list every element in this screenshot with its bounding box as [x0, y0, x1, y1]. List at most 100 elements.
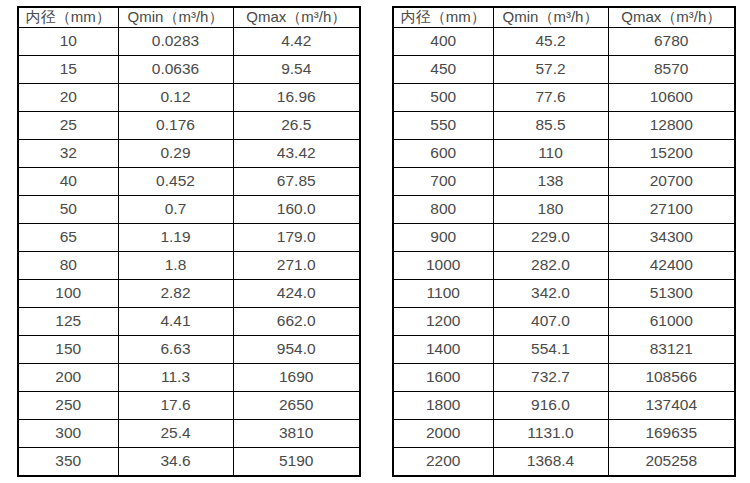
table-cell: 16.96 [233, 83, 360, 111]
column-header-qmax: Qmax（m³/h） [608, 7, 735, 28]
column-header-diameter: 内径（mm） [18, 7, 118, 28]
table-cell: 25 [18, 111, 118, 139]
table-row: 400.45267.85 [18, 167, 360, 195]
table-row: 50077.610600 [393, 83, 735, 111]
table-row: 1800916.0137404 [393, 391, 735, 419]
table-cell: 550 [393, 111, 493, 139]
table-row: 1002.82424.0 [18, 279, 360, 307]
table-cell: 51300 [608, 279, 735, 307]
diameter-flow-table-small: 内径（mm） Qmin（m³/h） Qmax（m³/h） 100.02834.4… [17, 6, 361, 477]
table-row: 55085.512800 [393, 111, 735, 139]
table-cell: 700 [393, 167, 493, 195]
table-cell: 67.85 [233, 167, 360, 195]
table-row: 651.19179.0 [18, 223, 360, 251]
table-cell: 9.54 [233, 55, 360, 83]
table-cell: 1100 [393, 279, 493, 307]
table-row: 250.17626.5 [18, 111, 360, 139]
table-cell: 27100 [608, 195, 735, 223]
table-cell: 2.82 [118, 279, 233, 307]
table-cell: 0.29 [118, 139, 233, 167]
table-header-row: 内径（mm） Qmin（m³/h） Qmax（m³/h） [18, 7, 360, 28]
table-cell: 6.63 [118, 335, 233, 363]
table-row: 35034.65190 [18, 447, 360, 476]
table-cell: 83121 [608, 335, 735, 363]
column-header-qmax: Qmax（m³/h） [233, 7, 360, 28]
table-cell: 407.0 [493, 307, 608, 335]
table-cell: 250 [18, 391, 118, 419]
table-row: 80018027100 [393, 195, 735, 223]
table-row: 45057.28570 [393, 55, 735, 83]
table-cell: 732.7 [493, 363, 608, 391]
table-row: 1000282.042400 [393, 251, 735, 279]
table-cell: 50 [18, 195, 118, 223]
column-header-diameter: 内径（mm） [393, 7, 493, 28]
table-cell: 138 [493, 167, 608, 195]
table-cell: 0.0283 [118, 28, 233, 56]
table-cell: 1200 [393, 307, 493, 335]
table-cell: 15200 [608, 139, 735, 167]
table-cell: 12800 [608, 111, 735, 139]
table-cell: 1400 [393, 335, 493, 363]
table-row: 500.7160.0 [18, 195, 360, 223]
table-cell: 1.19 [118, 223, 233, 251]
table-cell: 500 [393, 83, 493, 111]
table-cell: 42400 [608, 251, 735, 279]
table-cell: 2000 [393, 419, 493, 447]
table-cell: 424.0 [233, 279, 360, 307]
table-row: 1400554.183121 [393, 335, 735, 363]
table-cell: 1690 [233, 363, 360, 391]
table-row: 25017.62650 [18, 391, 360, 419]
table-cell: 34300 [608, 223, 735, 251]
table-cell: 954.0 [233, 335, 360, 363]
table-cell: 900 [393, 223, 493, 251]
table-cell: 77.6 [493, 83, 608, 111]
table-cell: 108566 [608, 363, 735, 391]
table-row: 70013820700 [393, 167, 735, 195]
table-cell: 110 [493, 139, 608, 167]
table-row: 1200407.061000 [393, 307, 735, 335]
table-cell: 300 [18, 419, 118, 447]
table-cell: 282.0 [493, 251, 608, 279]
table-cell: 1600 [393, 363, 493, 391]
table-row: 100.02834.42 [18, 28, 360, 56]
table-cell: 5190 [233, 447, 360, 476]
table-cell: 34.6 [118, 447, 233, 476]
table-cell: 600 [393, 139, 493, 167]
table-cell: 1000 [393, 251, 493, 279]
table-row: 1506.63954.0 [18, 335, 360, 363]
table-cell: 17.6 [118, 391, 233, 419]
table-cell: 137404 [608, 391, 735, 419]
table-cell: 61000 [608, 307, 735, 335]
table-cell: 400 [393, 28, 493, 56]
table-cell: 2200 [393, 447, 493, 476]
table-cell: 15 [18, 55, 118, 83]
table-cell: 45.2 [493, 28, 608, 56]
table-cell: 0.452 [118, 167, 233, 195]
table-row: 320.2943.42 [18, 139, 360, 167]
table-cell: 554.1 [493, 335, 608, 363]
table-cell: 342.0 [493, 279, 608, 307]
table-row: 1254.41662.0 [18, 307, 360, 335]
table-cell: 65 [18, 223, 118, 251]
table-cell: 180 [493, 195, 608, 223]
table-cell: 125 [18, 307, 118, 335]
table-cell: 20700 [608, 167, 735, 195]
table-cell: 85.5 [493, 111, 608, 139]
table-cell: 200 [18, 363, 118, 391]
table-cell: 916.0 [493, 391, 608, 419]
column-header-qmin: Qmin（m³/h） [493, 7, 608, 28]
table-cell: 0.12 [118, 83, 233, 111]
table-cell: 57.2 [493, 55, 608, 83]
table-cell: 1800 [393, 391, 493, 419]
table-cell: 0.0636 [118, 55, 233, 83]
table-cell: 25.4 [118, 419, 233, 447]
table-row: 801.8271.0 [18, 251, 360, 279]
table-cell: 43.42 [233, 139, 360, 167]
table-row: 22001368.4205258 [393, 447, 735, 476]
table-row: 200.1216.96 [18, 83, 360, 111]
table-cell: 8570 [608, 55, 735, 83]
table-cell: 271.0 [233, 251, 360, 279]
column-header-qmin: Qmin（m³/h） [118, 7, 233, 28]
table-cell: 80 [18, 251, 118, 279]
table-row: 40045.26780 [393, 28, 735, 56]
